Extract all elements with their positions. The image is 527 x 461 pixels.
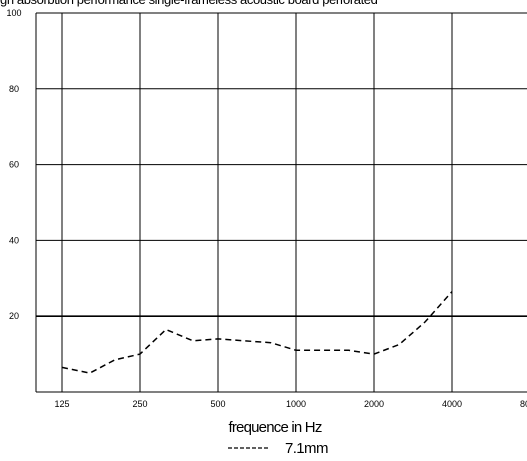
- legend: 7.1mm: [228, 440, 329, 457]
- x-tick-label: 4000: [442, 399, 462, 409]
- x-tick-label: 2000: [364, 399, 384, 409]
- series-line: [61, 291, 453, 374]
- x-tick-label: 1000: [286, 399, 306, 409]
- x-tick-label: 8000: [520, 399, 527, 409]
- tick-labels: 125 250 500 1000 2000 4000 8000 20 40 60 80 100: [6, 8, 527, 409]
- y-tick-label: 20: [9, 311, 19, 321]
- x-axis-label: frequence in Hz: [228, 419, 321, 436]
- grid-lines: [35, 12, 527, 393]
- x-tick-label: 125: [54, 399, 69, 409]
- x-tick-label: 250: [132, 399, 147, 409]
- y-tick-label: 40: [9, 235, 19, 245]
- legend-label: 7.1mm: [285, 440, 328, 457]
- series-layer: [61, 291, 453, 374]
- chart-title: gh absorbtion performance single-framele…: [0, 0, 527, 8]
- y-tick-label: 100: [6, 8, 21, 18]
- y-tick-label: 60: [9, 160, 19, 170]
- y-tick-label: 80: [9, 84, 19, 94]
- x-tick-label: 500: [210, 399, 225, 409]
